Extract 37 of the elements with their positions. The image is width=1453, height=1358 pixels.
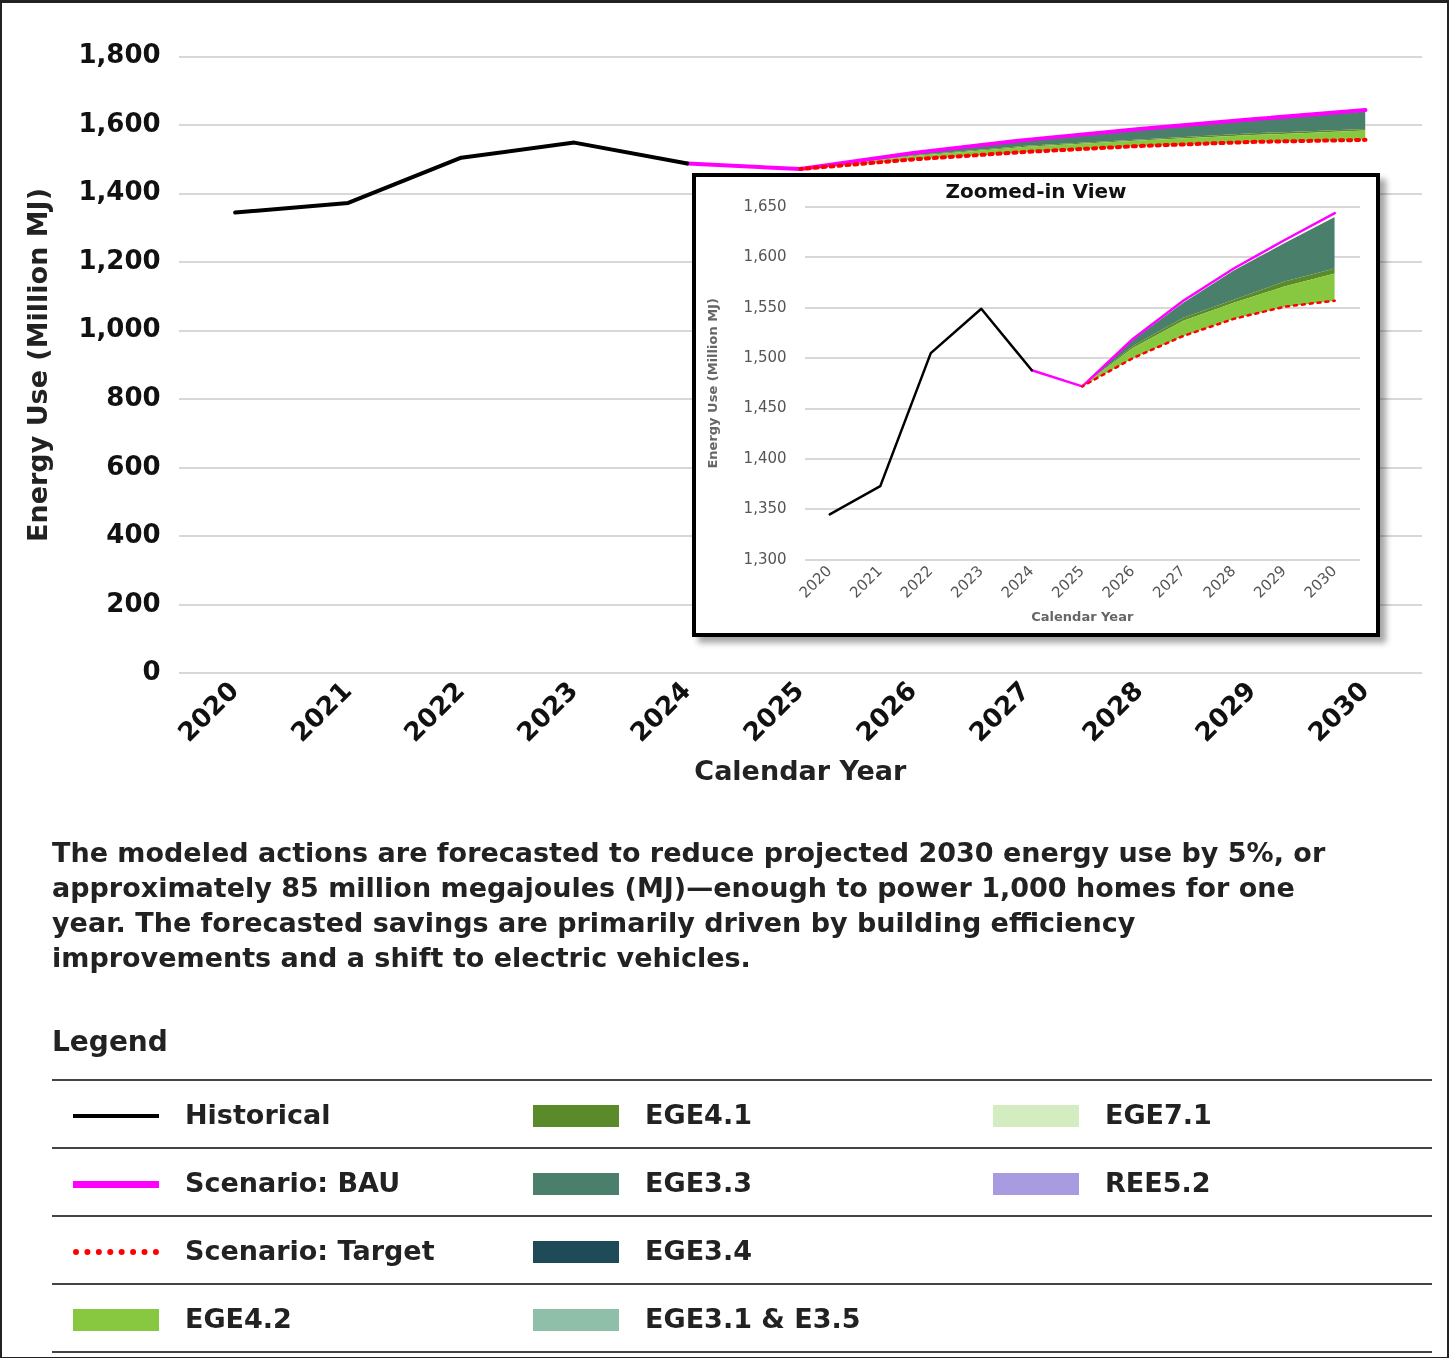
y-tick-label: 800	[106, 382, 161, 412]
legend-label: EGE3.3	[645, 1166, 752, 1198]
y-tick-label: 1,500	[743, 348, 787, 367]
legend-title: Legend	[52, 1025, 168, 1058]
y-tick-label: 1,400	[743, 448, 787, 467]
text: The modeled actions are forecasted to reduce projected 2030 energy use by 5%, or approximately 85 million megajoules (MJ)—enough to power 1,000 homes for one year. The forecasted savings are primarily driven by building efficiency improvements and a shift to electric vehicles.	[52, 836, 1327, 975]
y-tick-label: 1,600	[78, 107, 161, 138]
legend-label: Historical	[185, 1098, 331, 1130]
y-tick-label: 0	[142, 656, 161, 687]
chart-title: Zoomed-in View	[945, 179, 1127, 204]
y-tick-label: 1,600	[743, 247, 787, 266]
legend-label: EGE3.1 & E3.5	[645, 1302, 861, 1334]
line-series	[798, 137, 1368, 171]
x-axis-title: Calendar Year	[1031, 608, 1134, 624]
y-tick-label: 1,650	[743, 196, 787, 215]
y-tick-label: 1,350	[743, 499, 787, 518]
y-tick-label: 1,300	[743, 549, 787, 568]
y-axis-title: Energy Use (Million MJ)	[22, 187, 54, 542]
legend-label: REE5.2	[1105, 1166, 1211, 1198]
legend-label: EGE4.1	[645, 1098, 752, 1130]
y-tick-label: 1,800	[78, 39, 161, 70]
legend-label: EGE4.2	[185, 1302, 292, 1334]
line-series	[1081, 299, 1336, 388]
y-tick-label: 600	[106, 450, 161, 481]
y-tick-label: 1,400	[78, 176, 161, 207]
x-axis-title: Calendar Year	[694, 754, 907, 786]
legend-label: Scenario: Target	[185, 1234, 435, 1266]
y-tick-label: 1,450	[743, 398, 787, 417]
legend-label: EGE3.4	[645, 1234, 752, 1266]
y-tick-label: 200	[106, 587, 161, 618]
y-tick-label: 1,200	[78, 244, 161, 275]
y-tick-label: 1,550	[743, 297, 787, 316]
y-tick-label: 400	[106, 519, 161, 550]
y-axis-title: Energy Use (Million MJ)	[705, 298, 721, 469]
y-tick-label: 1,000	[78, 313, 161, 344]
legend-label: EGE7.1	[1105, 1098, 1212, 1130]
legend-label: Scenario: BAU	[185, 1166, 401, 1198]
